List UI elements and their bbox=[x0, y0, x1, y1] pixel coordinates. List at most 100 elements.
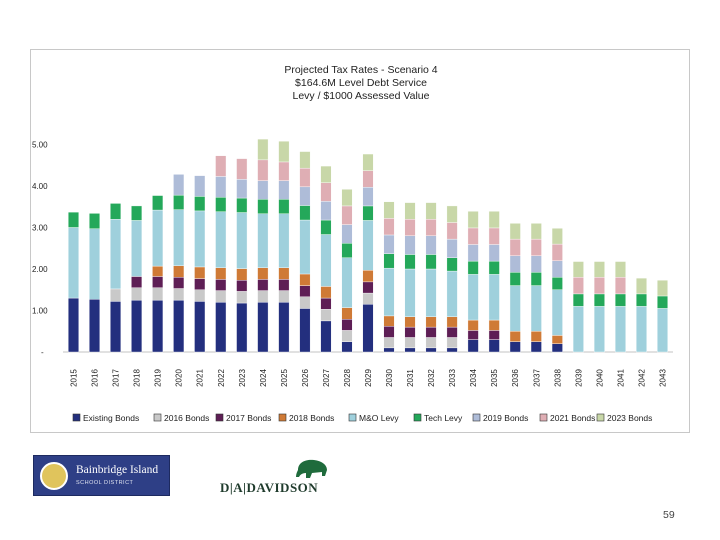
legend-label: 2019 Bonds bbox=[483, 413, 528, 423]
bar-segment-2016-bonds-2029 bbox=[362, 292, 374, 305]
x-tick-label-2042: 2042 bbox=[637, 369, 646, 387]
legend-label: 2021 Bonds bbox=[550, 413, 595, 423]
bar-segment-existing-bonds-2020 bbox=[173, 299, 185, 353]
bar-segment-2023-bonds-2039 bbox=[572, 261, 584, 278]
bar-segment-m-o-levy-2031 bbox=[404, 268, 416, 317]
x-tick-label-2019: 2019 bbox=[154, 369, 163, 387]
bar-segment-2017-bonds-2023 bbox=[236, 279, 248, 292]
bar-segment-2023-bonds-2032 bbox=[425, 202, 437, 220]
legend-swatch bbox=[413, 413, 422, 422]
bar-segment-tech-levy-2017 bbox=[110, 203, 122, 220]
bar-segment-2023-bonds-2033 bbox=[446, 205, 458, 223]
bar-segment-tech-levy-2035 bbox=[488, 260, 500, 275]
legend: Existing Bonds 2016 Bonds 2017 Bonds 2018 B… bbox=[72, 413, 652, 423]
legend-label: 2018 Bonds bbox=[289, 413, 334, 423]
x-tick-label-2034: 2034 bbox=[469, 369, 478, 387]
legend-item-existing-bonds: Existing Bonds bbox=[72, 413, 139, 423]
bar-segment-2017-bonds-2022 bbox=[215, 279, 227, 291]
bar-segment-m-o-levy-2039 bbox=[572, 306, 584, 353]
bar-segment-2016-bonds-2017 bbox=[110, 288, 122, 302]
bar-segment-m-o-levy-2034 bbox=[467, 274, 479, 321]
bar-segment-2018-bonds-2034 bbox=[467, 319, 479, 331]
bar-segment-m-o-levy-2026 bbox=[299, 219, 311, 275]
bar-segment-m-o-levy-2021 bbox=[194, 210, 206, 268]
bar-segment-2023-bonds-2038 bbox=[551, 228, 563, 245]
bar-segment-2016-bonds-2031 bbox=[404, 337, 416, 349]
bar-segment-2021-bonds-2041 bbox=[614, 277, 626, 295]
bar-segment-tech-levy-2040 bbox=[593, 293, 605, 307]
x-tick-label-2033: 2033 bbox=[448, 369, 457, 387]
legend-swatch bbox=[472, 413, 481, 422]
bar-segment-2021-bonds-2026 bbox=[299, 167, 311, 188]
bar-segment-2021-bonds-2024 bbox=[257, 159, 269, 181]
bar-segment-2016-bonds-2020 bbox=[173, 288, 185, 301]
bar-segment-existing-bonds-2028 bbox=[341, 341, 353, 353]
x-tick-label-2036: 2036 bbox=[511, 369, 520, 387]
bar-segment-tech-levy-2020 bbox=[173, 194, 185, 210]
bar-segment-2016-bonds-2019 bbox=[152, 287, 164, 301]
bar-segment-2019-bonds-2028 bbox=[341, 224, 353, 244]
bar-segment-m-o-levy-2040 bbox=[593, 306, 605, 353]
bar-segment-2023-bonds-2024 bbox=[257, 138, 269, 161]
bar-segment-existing-bonds-2018 bbox=[131, 299, 143, 353]
bar-segment-m-o-levy-2041 bbox=[614, 306, 626, 353]
bar-segment-tech-levy-2036 bbox=[509, 272, 521, 286]
bar-segment-2023-bonds-2042 bbox=[635, 277, 647, 295]
bar-segment-2019-bonds-2025 bbox=[278, 180, 290, 200]
x-tick-label-2039: 2039 bbox=[574, 369, 583, 387]
bar-segment-existing-bonds-2038 bbox=[551, 343, 563, 353]
bar-segment-2018-bonds-2022 bbox=[215, 267, 227, 280]
bar-segment-existing-bonds-2030 bbox=[383, 347, 395, 353]
x-tick-label-2020: 2020 bbox=[175, 369, 184, 387]
legend-label: 2016 Bonds bbox=[164, 413, 209, 423]
bar-segment-m-o-levy-2016 bbox=[89, 228, 101, 300]
bar-segment-2018-bonds-2038 bbox=[551, 335, 563, 344]
bar-segment-2018-bonds-2036 bbox=[509, 331, 521, 342]
bar-segment-2021-bonds-2037 bbox=[530, 238, 542, 256]
bar-segment-tech-levy-2021 bbox=[194, 196, 206, 212]
bar-segment-2017-bonds-2029 bbox=[362, 281, 374, 294]
bar-segment-2019-bonds-2035 bbox=[488, 244, 500, 262]
bar-segment-tech-levy-2030 bbox=[383, 253, 395, 269]
y-tick-label: 4.00 bbox=[32, 182, 48, 191]
bar-segment-2021-bonds-2038 bbox=[551, 243, 563, 261]
tax-rate-chart: Projected Tax Rates - Scenario 4$164.6M … bbox=[32, 64, 673, 423]
bar-segment-m-o-levy-2036 bbox=[509, 285, 521, 332]
bar-segment-m-o-levy-2023 bbox=[236, 212, 248, 269]
bar-segment-m-o-levy-2037 bbox=[530, 285, 542, 332]
bar-segment-2019-bonds-2032 bbox=[425, 235, 437, 255]
bar-segment-m-o-levy-2018 bbox=[131, 220, 143, 277]
bar-segment-2016-bonds-2030 bbox=[383, 337, 395, 349]
bar-segment-m-o-levy-2015 bbox=[68, 227, 79, 299]
x-tick-label-2017: 2017 bbox=[112, 369, 121, 387]
bar-segment-2017-bonds-2021 bbox=[194, 278, 206, 290]
bar-segment-2021-bonds-2022 bbox=[215, 155, 227, 177]
bar-segment-2017-bonds-2035 bbox=[488, 330, 500, 340]
bar-segment-m-o-levy-2027 bbox=[320, 234, 332, 287]
bar-segment-m-o-levy-2042 bbox=[635, 306, 647, 353]
bar-segment-existing-bonds-2024 bbox=[257, 301, 269, 353]
x-tick-label-2018: 2018 bbox=[133, 369, 142, 387]
bar-segment-2019-bonds-2027 bbox=[320, 201, 332, 221]
bar-segment-2019-bonds-2024 bbox=[257, 180, 269, 200]
bar-segment-m-o-levy-2035 bbox=[488, 274, 500, 321]
y-tick-label: 1.00 bbox=[32, 307, 48, 316]
bar-segment-2016-bonds-2033 bbox=[446, 337, 458, 349]
x-tick-label-2037: 2037 bbox=[532, 369, 541, 387]
bar-segment-2021-bonds-2023 bbox=[236, 158, 248, 180]
bar-segment-m-o-levy-2019 bbox=[152, 209, 164, 267]
legend-item-2023-bonds: 2023 Bonds bbox=[596, 413, 652, 423]
x-tick-label-2021: 2021 bbox=[196, 369, 205, 387]
y-tick-label: 3.00 bbox=[32, 224, 48, 233]
bar-segment-2023-bonds-2030 bbox=[383, 201, 395, 219]
legend-item-2016-bonds: 2016 Bonds bbox=[153, 413, 209, 423]
bar-segment-2018-bonds-2023 bbox=[236, 268, 248, 281]
bar-segment-2017-bonds-2028 bbox=[341, 319, 353, 331]
bar-segment-2016-bonds-2027 bbox=[320, 309, 332, 322]
legend-item-2019-bonds: 2019 Bonds bbox=[472, 413, 528, 423]
bar-segment-2021-bonds-2032 bbox=[425, 218, 437, 236]
buffalo-icon bbox=[296, 459, 327, 478]
bar-segment-2021-bonds-2039 bbox=[572, 277, 584, 295]
bar-segment-2023-bonds-2028 bbox=[341, 189, 353, 207]
legend-swatch bbox=[348, 413, 357, 422]
